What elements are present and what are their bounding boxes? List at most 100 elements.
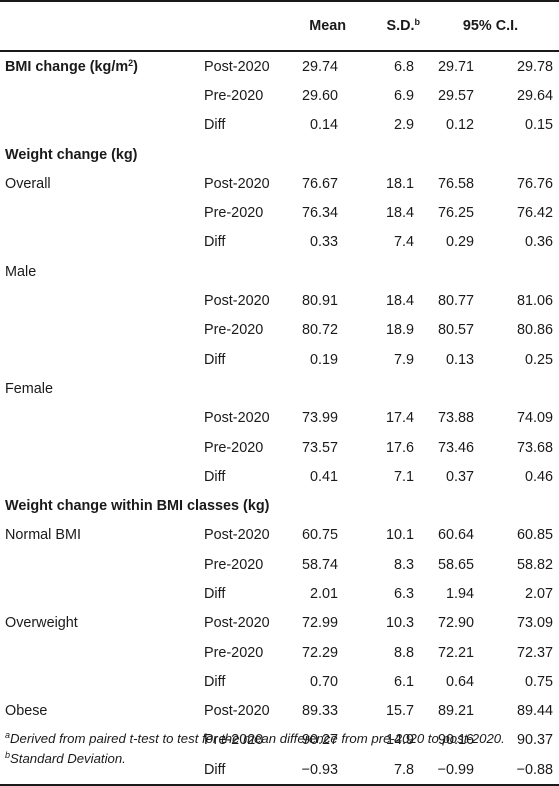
table-row: Diff 0.33 7.4 0.29 0.36	[0, 228, 559, 257]
ci-high-cell: 29.78	[517, 58, 554, 75]
row-label	[0, 345, 204, 374]
ci-high-cell: 81.06	[517, 293, 554, 310]
period-cell: Post-2020	[204, 175, 270, 192]
table-header: Mean S.D.b 95% C.I.	[0, 1, 559, 52]
sd-cell: 7.1	[393, 468, 414, 485]
table-row: Overall Post-2020 76.67 18.1 76.58 76.76	[0, 169, 559, 198]
table-row: Post-2020 80.91 18.4 80.77 81.06	[0, 286, 559, 315]
table-row: Male	[0, 257, 559, 286]
table-row: Overweight Post-2020 72.99 10.3 72.90 73.09	[0, 609, 559, 638]
period-cell: Diff	[204, 468, 226, 485]
section-heading: BMI change (kg/m2)	[0, 51, 204, 81]
row-label: Normal BMI	[5, 527, 81, 544]
ci-low-cell: 58.65	[437, 556, 474, 573]
ci-low-cell: 89.21	[437, 703, 474, 720]
period-cell: Pre-2020	[204, 644, 264, 661]
group-label: Female	[5, 380, 53, 397]
table-row: Pre-2020 76.34 18.4 76.25 76.42	[0, 198, 559, 227]
header-empty-label	[0, 1, 204, 52]
header-sd: S.D.b	[346, 1, 422, 52]
table-row: Female	[0, 374, 559, 403]
sd-cell: 6.8	[393, 58, 414, 75]
ci-high-cell: 73.09	[517, 615, 554, 632]
row-label	[0, 433, 204, 462]
row-label	[0, 316, 204, 345]
table-row: Pre-2020 58.74 8.3 58.65 58.82	[0, 550, 559, 579]
table-row: Pre-2020 72.29 8.8 72.21 72.37	[0, 638, 559, 667]
row-label: Overweight	[5, 615, 78, 632]
row-label	[0, 228, 204, 257]
sd-cell: 18.4	[385, 205, 414, 222]
sd-cell: 8.3	[393, 556, 414, 573]
header-mean: Mean	[286, 1, 346, 52]
mean-cell: 0.33	[309, 234, 338, 251]
ci-low-cell: 72.90	[437, 615, 474, 632]
period-cell: Diff	[204, 351, 226, 368]
sd-cell: 6.1	[393, 673, 414, 690]
ci-low-cell: 0.29	[445, 234, 474, 251]
header-sd-footnote-marker: b	[414, 17, 421, 27]
table-row: Diff 2.01 6.3 1.94 2.07	[0, 579, 559, 608]
ci-low-cell: 80.57	[437, 322, 474, 339]
ci-low-cell: 90.16	[437, 732, 474, 749]
table-row: Pre-2020 80.72 18.9 80.57 80.86	[0, 316, 559, 345]
row-label: Obese	[5, 703, 48, 720]
ci-high-cell: 73.68	[517, 439, 554, 456]
footnote-text: Derived from paired t-test to test for t…	[10, 731, 505, 746]
footnote-a: aDerived from paired t-test to test for …	[5, 729, 557, 749]
mean-cell: 2.01	[309, 585, 338, 602]
row-label	[0, 550, 204, 579]
mean-cell: 0.14	[309, 117, 338, 134]
sd-cell: 10.1	[385, 527, 414, 544]
ci-high-cell: 74.09	[517, 410, 554, 427]
mean-cell: 0.19	[309, 351, 338, 368]
row-label	[0, 286, 204, 315]
period-cell: Post-2020	[204, 703, 270, 720]
period-cell: Post-2020	[204, 527, 270, 544]
period-cell: Diff	[204, 585, 226, 602]
period-cell: Pre-2020	[204, 556, 264, 573]
period-cell: Diff	[204, 673, 226, 690]
table-row: BMI change (kg/m2) Post-2020 29.74 6.8 29.71…	[0, 51, 559, 81]
ci-low-cell: 0.13	[445, 351, 474, 368]
sd-cell: 15.7	[385, 703, 414, 720]
table-row: Diff 0.70 6.1 0.64 0.75	[0, 667, 559, 696]
mean-cell: 29.74	[301, 58, 338, 75]
header-ci: 95% C.I.	[422, 1, 559, 52]
ci-low-cell: 29.57	[437, 87, 474, 104]
ci-low-cell: 0.37	[445, 468, 474, 485]
ci-high-cell: 0.15	[525, 117, 554, 134]
mean-cell: 0.41	[309, 468, 338, 485]
table-row: Diff 0.14 2.9 0.12 0.15	[0, 111, 559, 140]
table-row: Pre-2020 90.27 14.9 90.16 90.37	[0, 726, 559, 755]
mean-cell: 76.67	[301, 175, 338, 192]
mean-cell: 90.27	[301, 732, 338, 749]
sd-cell: 10.3	[385, 615, 414, 632]
ci-high-cell: 80.86	[517, 322, 554, 339]
footnote-marker: a	[5, 730, 11, 740]
sd-cell: 14.9	[385, 732, 414, 749]
table-row: Diff 0.19 7.9 0.13 0.25	[0, 345, 559, 374]
mean-cell: 29.60	[301, 87, 338, 104]
row-label	[0, 111, 204, 140]
period-cell: Post-2020	[204, 410, 270, 427]
ci-low-cell: 1.94	[445, 585, 474, 602]
period-cell: Post-2020	[204, 58, 270, 75]
period-cell: Pre-2020	[204, 205, 264, 222]
table-row: Obese Post-2020 89.33 15.7 89.21 89.44	[0, 697, 559, 726]
sd-cell: 18.9	[385, 322, 414, 339]
mean-cell: 0.70	[309, 673, 338, 690]
period-cell: Post-2020	[204, 293, 270, 310]
mean-cell: 89.33	[301, 703, 338, 720]
period-cell: Pre-2020	[204, 439, 264, 456]
mean-cell: 80.72	[301, 322, 338, 339]
mean-cell: 73.57	[301, 439, 338, 456]
ci-high-cell: 0.46	[525, 468, 554, 485]
sd-cell: 6.3	[393, 585, 414, 602]
ci-high-cell: 76.76	[517, 175, 554, 192]
section-heading-text: BMI change (kg/m	[5, 58, 129, 75]
row-label	[0, 579, 204, 608]
table-row: Weight change (kg)	[0, 140, 559, 169]
